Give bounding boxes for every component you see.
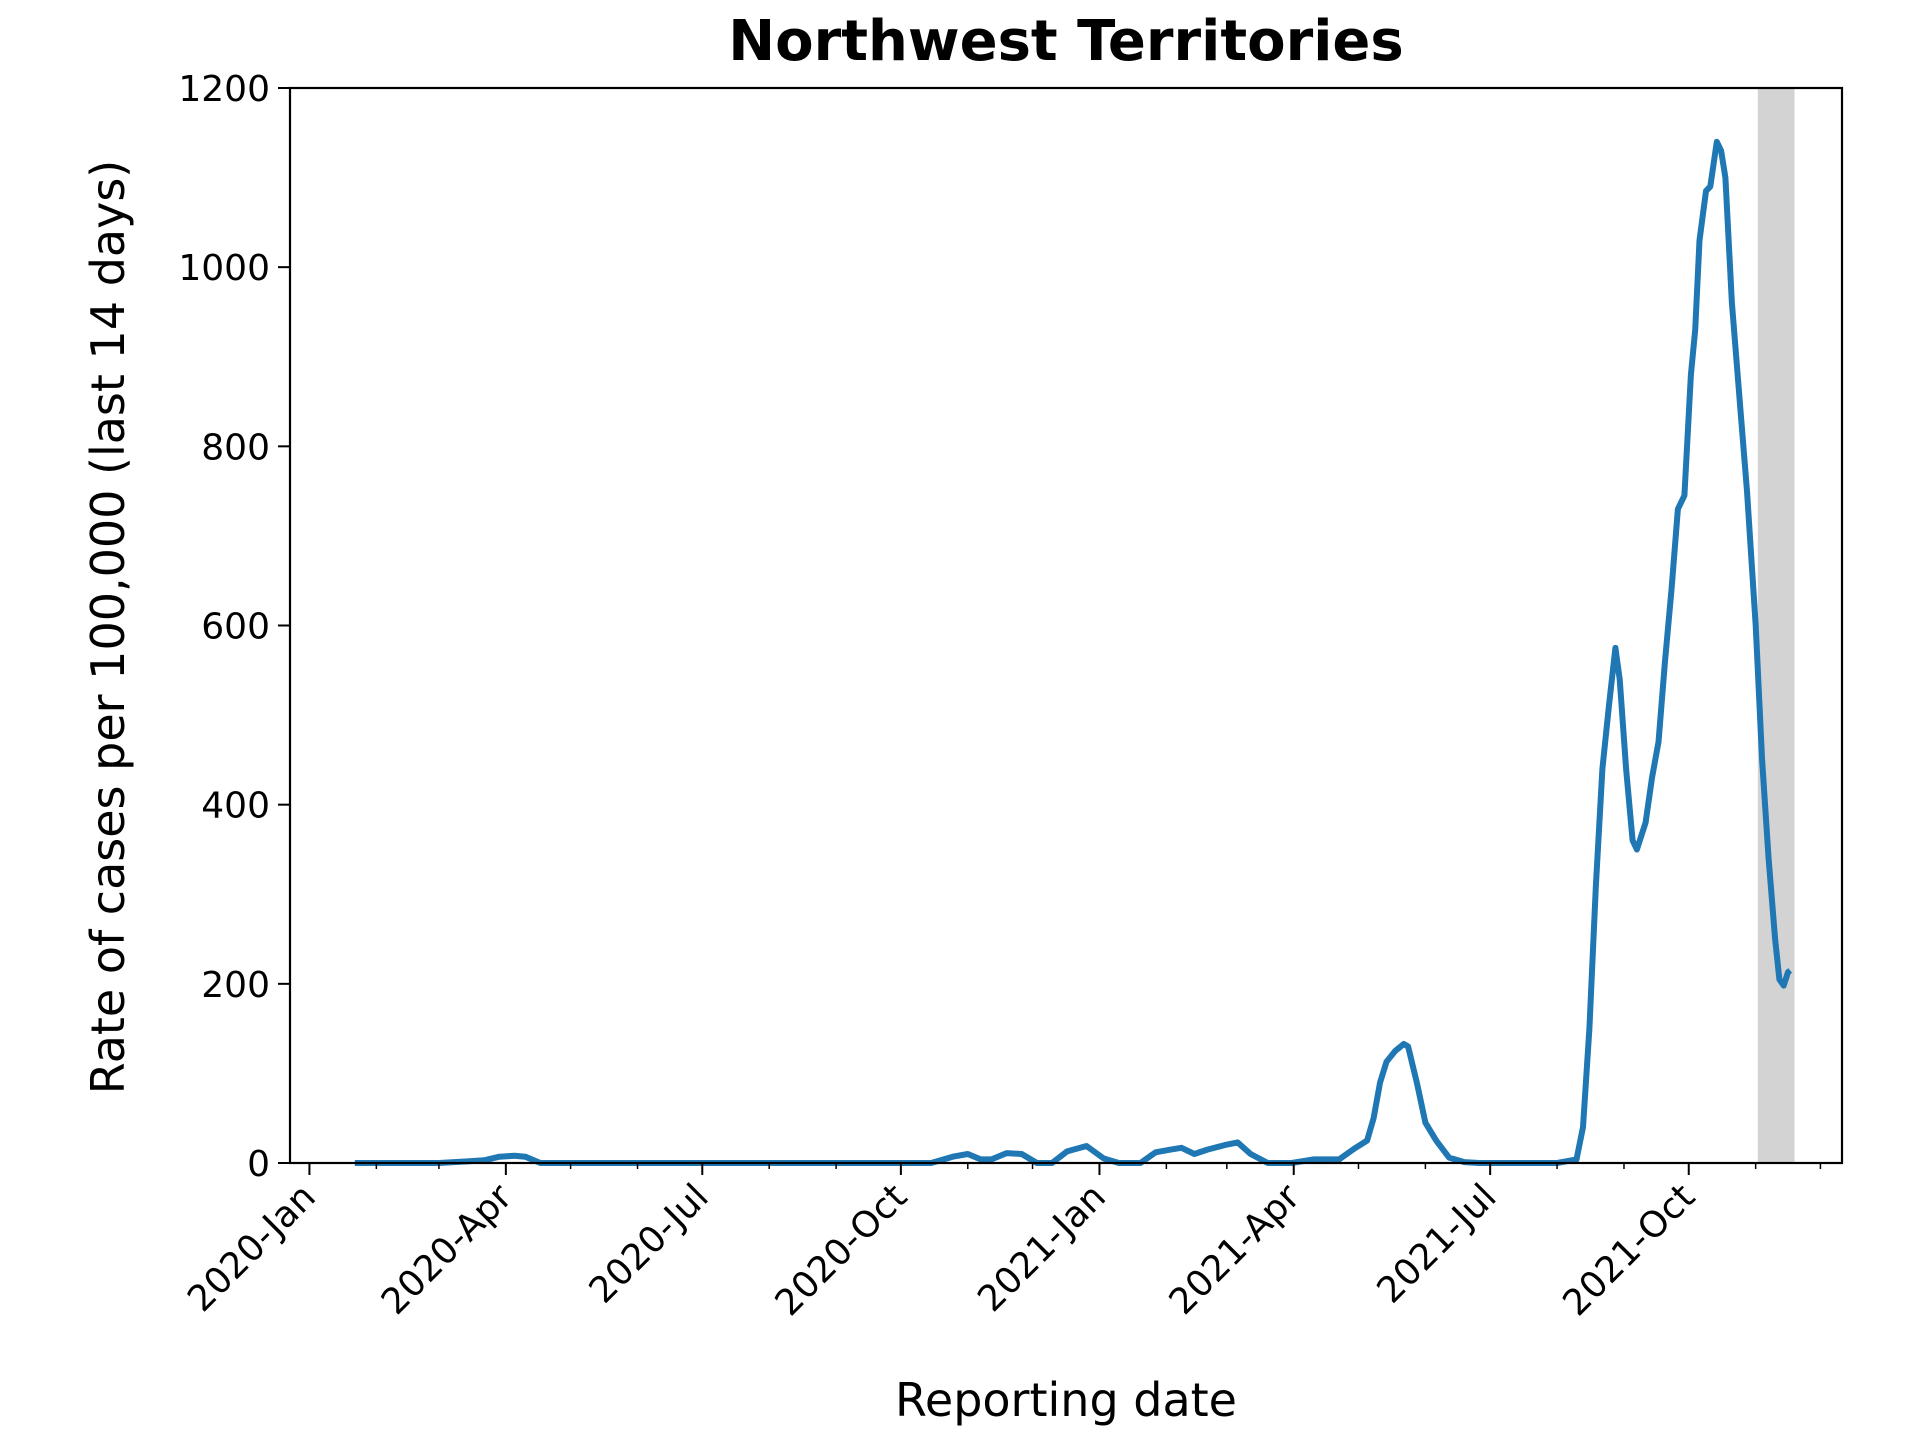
shaded-region: [1757, 88, 1795, 1163]
y-tick-label: 400: [201, 786, 270, 827]
series-line-0: [354, 138, 1793, 1166]
y-tick-label: 200: [201, 965, 270, 1006]
y-tick-label: 1000: [178, 248, 270, 289]
x-axis-label: Reporting date: [895, 1373, 1237, 1427]
y-tick-label: 600: [201, 607, 270, 648]
y-tick-label: 800: [201, 427, 270, 468]
y-axis: 0 200 400 600 800 1000 1200: [178, 69, 290, 1185]
plot-area: [288, 86, 1844, 1166]
y-axis-label: Rate of cases per 100,000 (last 14 days): [81, 160, 135, 1095]
y-tick-label: 1200: [178, 69, 270, 110]
y-tick-label: 0: [247, 1144, 270, 1185]
chart-title: Northwest Territories: [728, 9, 1403, 74]
